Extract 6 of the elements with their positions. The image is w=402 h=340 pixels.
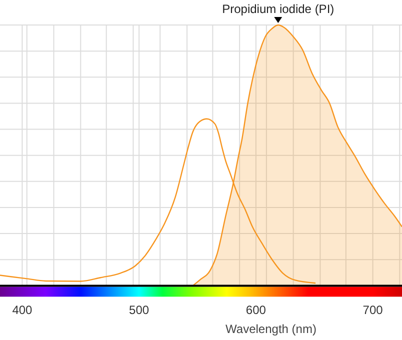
x-tick-label: 700 [362,303,384,317]
x-axis-title: Wavelength (nm) [226,322,316,336]
annotation: Propidium iodide (PI) [222,2,334,16]
x-tick-label: 500 [129,303,150,317]
x-tick-label: 400 [12,303,33,317]
x-tick-label: 600 [246,303,266,317]
